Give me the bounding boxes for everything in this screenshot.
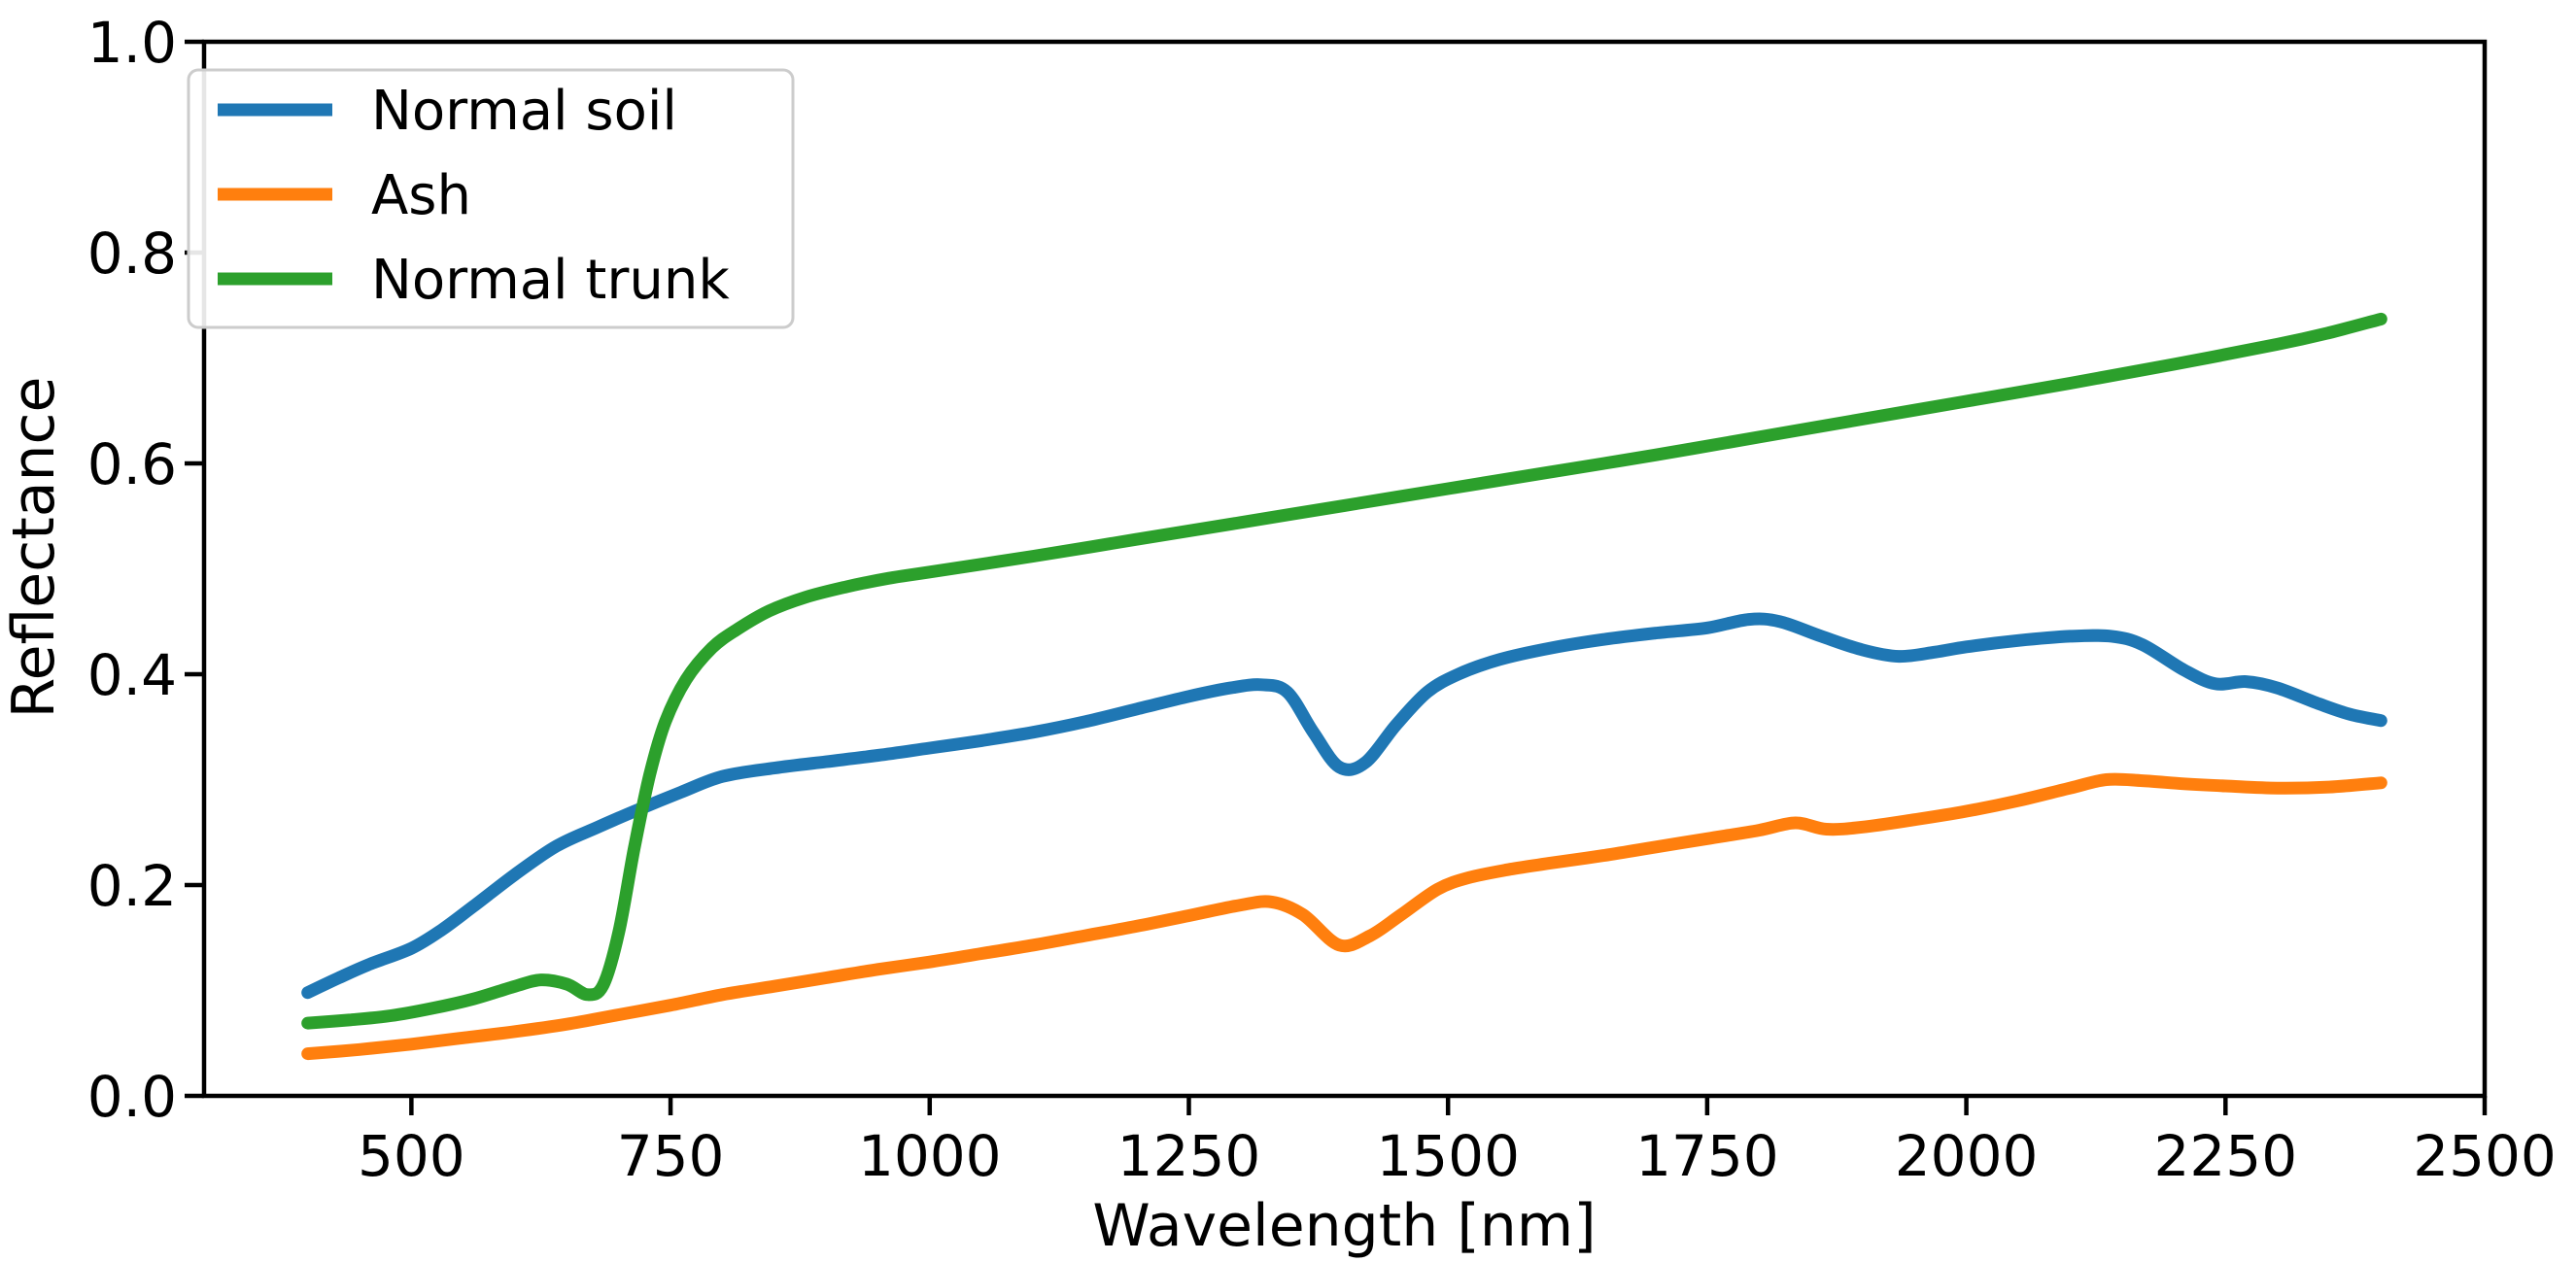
- legend-item-ash: Ash: [218, 164, 471, 227]
- x-axis-label: Wavelength [nm]: [1092, 1192, 1596, 1260]
- x-tick-label: 1750: [1635, 1123, 1779, 1189]
- legend-box: [187, 68, 795, 329]
- x-tick-label: 1500: [1376, 1123, 1520, 1189]
- x-tick-label: 1250: [1117, 1123, 1261, 1189]
- series-lines: [301, 312, 2387, 1061]
- legend-label: Ash: [371, 164, 471, 227]
- legend-item-normal-soil: Normal soil: [218, 80, 677, 143]
- x-tick-label: 2250: [2153, 1123, 2297, 1189]
- y-axis-label: Reflectance: [0, 377, 68, 719]
- y-tick-label: 0.6: [87, 431, 177, 497]
- x-tick-label: 1000: [858, 1123, 1002, 1189]
- x-tick-label: 750: [617, 1123, 725, 1189]
- legend-item-normal-trunk: Normal trunk: [218, 249, 730, 312]
- legend-label: Normal trunk: [371, 249, 730, 312]
- y-tick-label: 0.8: [87, 221, 177, 287]
- y-tick-label: 0.2: [87, 853, 177, 919]
- x-tick-label: 2000: [1895, 1123, 2039, 1189]
- axis-ticks: 500 750 1000 1250 1500 1750 2000 2250 2500 0.0 0.2…: [87, 10, 2557, 1189]
- y-tick-label: 0.0: [87, 1064, 177, 1130]
- y-tick-label: 1.0: [87, 10, 177, 76]
- x-tick-label: 2500: [2413, 1123, 2557, 1189]
- y-tick-label: 0.4: [87, 642, 177, 708]
- legend-label: Normal soil: [371, 80, 677, 143]
- series-line-normal-trunk: [301, 312, 2387, 1030]
- legend: Normal soil Ash Normal trunk: [187, 68, 795, 329]
- plot-frame: [201, 39, 2488, 1099]
- series-line-normal-soil: [301, 612, 2387, 1000]
- x-tick-label: 500: [358, 1123, 465, 1189]
- series-line-ash: [301, 772, 2387, 1061]
